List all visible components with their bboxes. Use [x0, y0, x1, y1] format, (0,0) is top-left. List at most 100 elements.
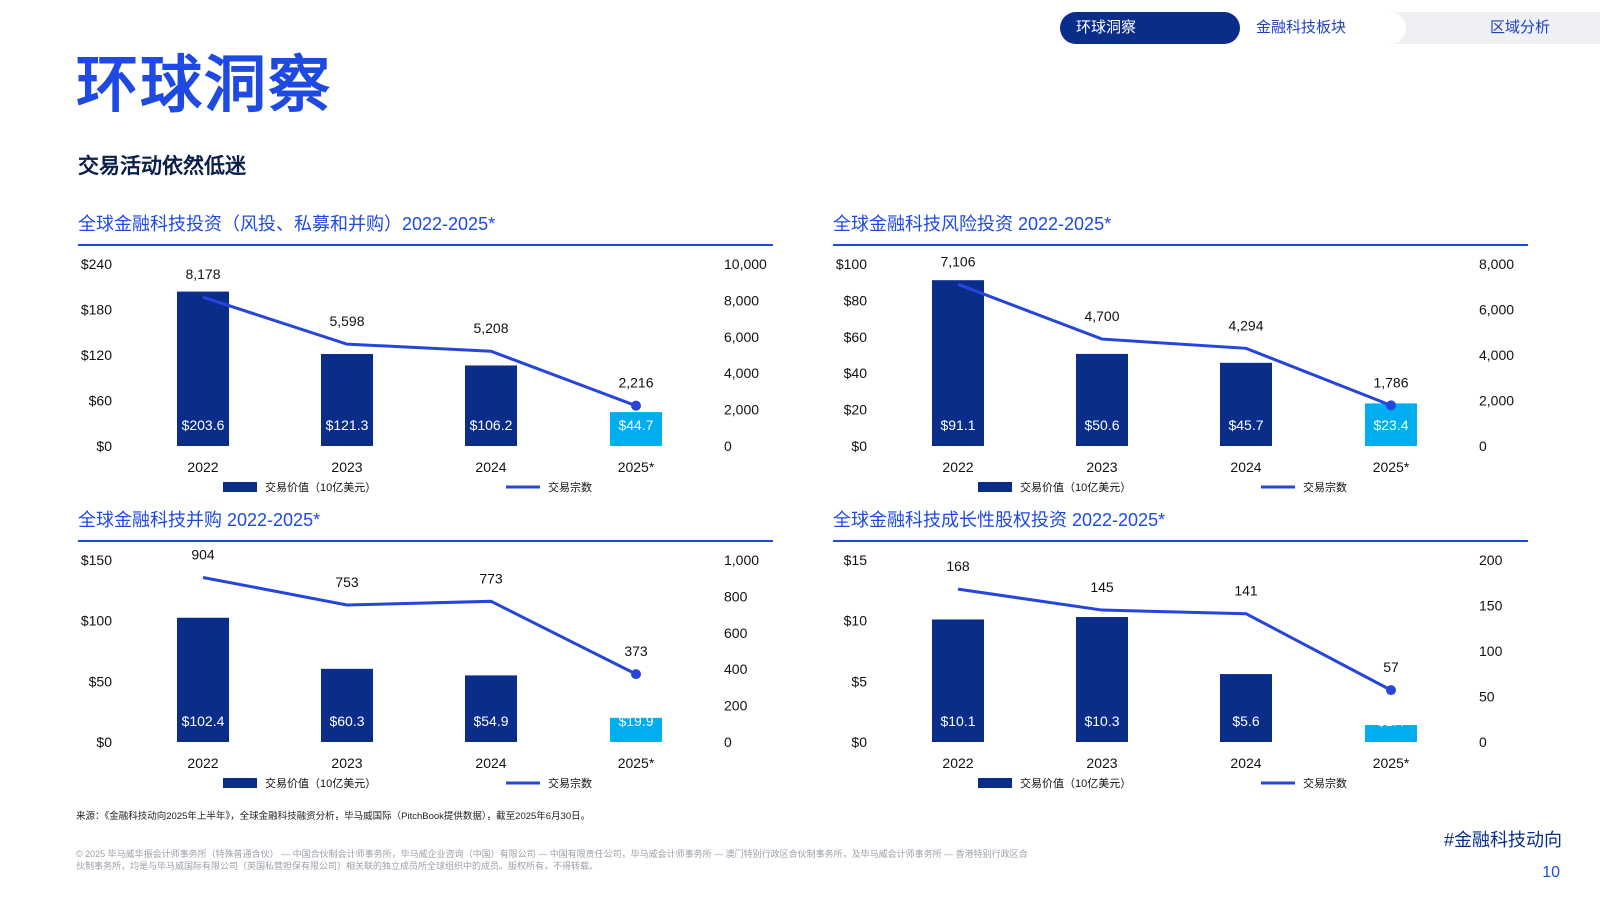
legend-bar-label: 交易价值（10亿美元）	[1020, 776, 1131, 790]
y-axis-left-tick-label: $60	[844, 329, 868, 345]
x-axis-tick-label: 2022	[942, 459, 973, 475]
page-title: 环球洞察	[76, 51, 333, 120]
line-value-label: 2,216	[618, 375, 653, 391]
bar	[1220, 362, 1272, 446]
bar	[1365, 403, 1417, 446]
tab-regional-analysis[interactable]: 区域分析	[1384, 12, 1600, 44]
bar	[465, 675, 517, 742]
bar-value-label: $19.9	[618, 713, 653, 729]
bar	[1076, 617, 1128, 742]
line-series-deal-count	[202, 295, 637, 408]
y-axis-right-tick-label: 4,000	[1479, 347, 1514, 363]
bar-value-label: $91.1	[940, 417, 975, 433]
chart-title-rule	[833, 244, 1528, 246]
line-value-label: 145	[1090, 579, 1114, 595]
top-nav-tabs: 环球洞察 金融科技板块 区域分析	[1060, 12, 1600, 44]
line-end-marker	[1386, 685, 1396, 696]
chart-ma: $0 $50 $100 $150 0 200 400 600 800 1,000 $102.4 202…	[81, 546, 759, 790]
copyright-footer: © 2025 毕马威华振会计师事务所（特殊普通合伙） — 中国合伙制会计师事务所…	[76, 849, 1028, 871]
bar	[1076, 353, 1128, 446]
line-series-deal-count	[202, 575, 637, 676]
tab-fintech-sectors[interactable]: 金融科技板块	[1218, 12, 1406, 44]
x-axis-tick-label: 2023	[1086, 755, 1117, 771]
chart-title-rule	[78, 244, 773, 246]
bar-value-label: $203.6	[182, 417, 225, 433]
bar-value-label: $121.3	[326, 417, 369, 433]
chart-venture-capital: $0 $20 $40 $60 $80 $100 0 2,000 4,000 6,000 8,000 $…	[836, 253, 1514, 494]
bar	[610, 717, 662, 742]
bar	[177, 617, 229, 742]
line-value-label: 8,178	[185, 266, 220, 282]
y-axis-left-tick-label: $5	[851, 673, 867, 689]
line-value-label: 373	[624, 643, 648, 659]
line-series-deal-count	[957, 282, 1392, 407]
bar	[1365, 725, 1417, 742]
page-number: 10	[1542, 864, 1560, 881]
y-axis-right-tick-label: 0	[724, 438, 732, 454]
x-axis-tick-label: 2024	[475, 459, 506, 475]
x-axis-tick-label: 2025*	[618, 459, 655, 475]
chart-title-rule	[78, 540, 773, 542]
y-axis-left-tick-label: $15	[844, 552, 868, 568]
y-axis-left-tick-label: $0	[96, 734, 112, 750]
y-axis-left-tick-label: $150	[81, 552, 112, 568]
line-value-label: 141	[1234, 583, 1258, 599]
y-axis-right-tick-label: 150	[1479, 598, 1503, 614]
y-axis-right-tick-label: 400	[724, 661, 748, 677]
section-title: 交易活动依然低迷	[78, 155, 246, 178]
y-axis-left-tick-label: $20	[844, 402, 868, 418]
bar	[1220, 674, 1272, 742]
x-axis-tick-label: 2022	[187, 755, 218, 771]
bar-value-label: $102.4	[182, 713, 225, 729]
chart-title-rule	[833, 540, 1528, 542]
y-axis-right-tick-label: 200	[1479, 552, 1503, 568]
bar	[321, 354, 373, 446]
tab-global-insights[interactable]: 环球洞察	[1060, 12, 1240, 44]
bar	[932, 280, 984, 446]
y-axis-right-tick-label: 600	[724, 625, 748, 641]
x-axis-tick-label: 2022	[187, 459, 218, 475]
line-value-label: 57	[1383, 659, 1399, 675]
line-value-label: 4,294	[1228, 317, 1263, 333]
chart-title-total-investment: 全球金融科技投资（风投、私募和并购）2022-2025*	[78, 214, 496, 234]
y-axis-right-tick-label: 2,000	[1479, 393, 1514, 409]
y-axis-left-tick-label: $10	[844, 613, 868, 629]
legend-bar-swatch	[223, 778, 257, 788]
bar-value-label: $106.2	[470, 417, 513, 433]
chart-growth-equity: $0 $5 $10 $15 0 50 100 150 200 $10.1 2022 $10.3 2023…	[844, 552, 1503, 790]
bar-value-label: $50.6	[1084, 417, 1119, 433]
line-value-label: 904	[191, 546, 215, 562]
y-axis-right-tick-label: 6,000	[724, 329, 759, 345]
y-axis-right-tick-label: 0	[1479, 734, 1487, 750]
bar	[932, 619, 984, 742]
hashtag-link[interactable]: #金融科技动向	[1443, 830, 1562, 850]
bar-value-label: $54.9	[473, 713, 508, 729]
y-axis-left-tick-label: $0	[96, 438, 112, 454]
chart-title-growth-equity: 全球金融科技成长性股权投资 2022-2025*	[833, 510, 1166, 530]
x-axis-tick-label: 2024	[1230, 459, 1261, 475]
line-value-label: 7,106	[940, 253, 975, 269]
bar-value-label: $5.6	[1232, 713, 1259, 729]
x-axis-tick-label: 2024	[475, 755, 506, 771]
line-series-deal-count	[957, 587, 1392, 692]
bar-value-label: $60.3	[329, 713, 364, 729]
y-axis-right-tick-label: 200	[724, 698, 748, 714]
y-axis-right-tick-label: 1,000	[724, 552, 759, 568]
y-axis-right-tick-label: 4,000	[724, 365, 759, 381]
line-value-label: 4,700	[1084, 308, 1119, 324]
legend-bar-swatch	[223, 482, 257, 492]
chart-title-venture-capital: 全球金融科技风险投资 2022-2025*	[833, 214, 1112, 234]
x-axis-tick-label: 2023	[331, 459, 362, 475]
line-value-label: 773	[479, 570, 503, 586]
x-axis-tick-label: 2024	[1230, 755, 1261, 771]
legend-bar-swatch	[978, 482, 1012, 492]
line-value-label: 168	[946, 558, 970, 574]
bar-value-label: $10.1	[940, 713, 975, 729]
source-note: 来源：《金融科技动向2025年上半年》，全球金融科技融资分析，毕马威国际（Pit…	[76, 811, 591, 822]
x-axis-tick-label: 2023	[1086, 459, 1117, 475]
line-value-label: 5,208	[473, 320, 508, 336]
line-end-marker	[1386, 400, 1396, 411]
x-axis-tick-label: 2025*	[618, 755, 655, 771]
y-axis-right-tick-label: 800	[724, 588, 748, 604]
legend-bar-label: 交易价值（10亿美元）	[265, 480, 376, 494]
